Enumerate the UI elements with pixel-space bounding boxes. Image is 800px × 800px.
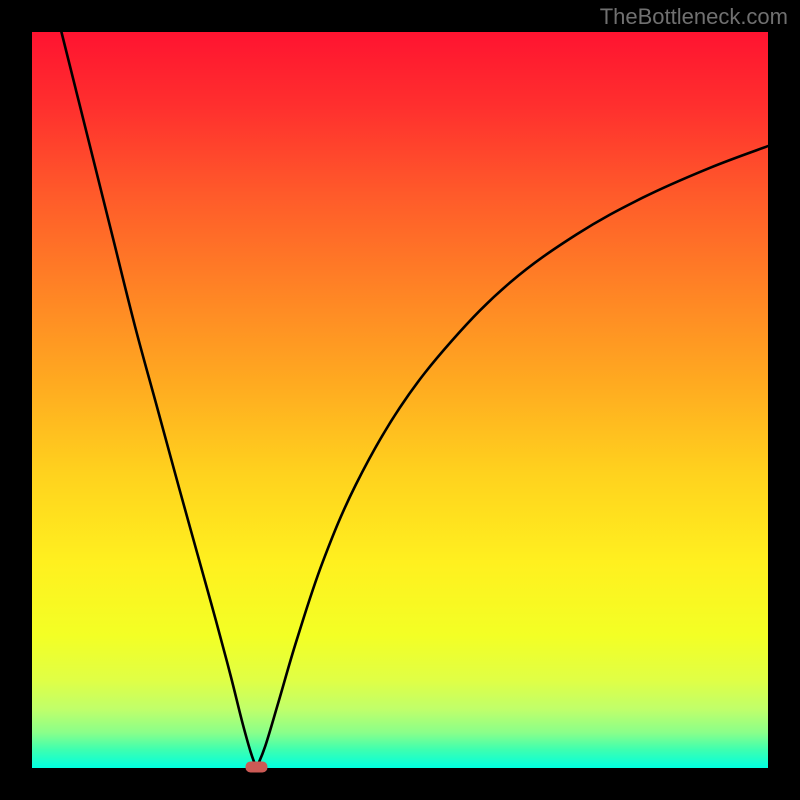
bottleneck-chart: TheBottleneck.com bbox=[0, 0, 800, 800]
chart-plot-area bbox=[32, 32, 768, 768]
sweet-spot-marker bbox=[245, 762, 267, 773]
watermark-text: TheBottleneck.com bbox=[600, 4, 788, 29]
